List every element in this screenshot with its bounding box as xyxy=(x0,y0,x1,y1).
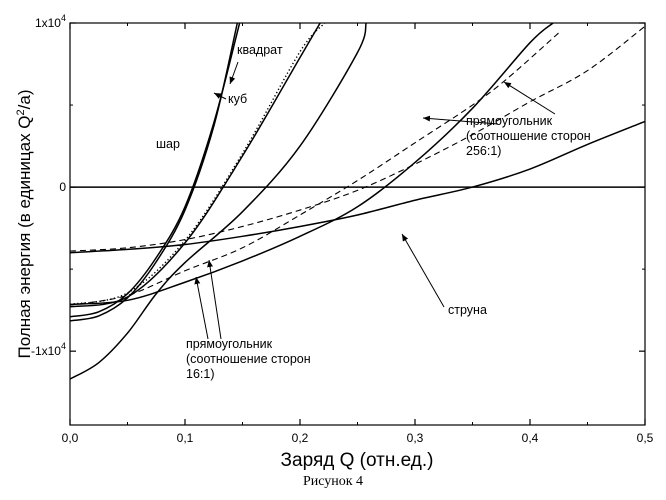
annotation-rect16-line-2: 16:1) xyxy=(186,367,215,381)
y-tick-label-1: 0 xyxy=(59,180,66,194)
annotation-rect256-arrow-1 xyxy=(504,82,555,114)
x-tick-label-3: 0,3 xyxy=(407,431,424,445)
series-line-2 xyxy=(70,23,320,307)
x-axis-title: Заряд Q (отн.ед.) xyxy=(281,450,434,471)
annotation-rect16-arrow-0 xyxy=(196,277,208,339)
y-tick-label-0: 1x104 xyxy=(35,13,66,30)
annotation-rect256-line-1: (соотношение сторон xyxy=(466,129,591,143)
figure-caption: Рисунок 4 xyxy=(0,474,666,490)
series-line-5 xyxy=(70,33,559,305)
y-tick-label-2: -1x104 xyxy=(31,341,66,358)
annotation-rect256-line-0: прямоугольник xyxy=(466,114,553,128)
annotation-kvadrat-arrow-0 xyxy=(230,62,238,84)
ticks-layer: 0,0 0,1 0,2 0,3 0,4 0,5 1x104 0 -1x104 xyxy=(31,13,654,445)
x-tick-label-2: 0,2 xyxy=(292,431,309,445)
series-layer xyxy=(70,23,645,379)
annotation-rect16-line-0: прямоугольник xyxy=(186,337,273,351)
series-line-4 xyxy=(70,23,366,379)
annotation-struna-line-0: струна xyxy=(448,303,487,317)
x-tick-label-4: 0,4 xyxy=(522,431,539,445)
plot-frame xyxy=(70,23,645,425)
series-line-6 xyxy=(70,23,553,304)
annotation-rect16-line-1: (соотношение сторон xyxy=(186,352,311,366)
annotation-shar-line-0: шар xyxy=(156,137,180,151)
annotation-kub-line-0: куб xyxy=(228,92,247,106)
annotation-kvadrat-line-0: квадрат xyxy=(237,43,283,57)
annotation-struna-arrow-0 xyxy=(402,234,444,307)
annotation-rect256-line-2: 256:1) xyxy=(466,144,501,158)
x-tick-label-5: 0,5 xyxy=(637,431,654,445)
x-tick-label-1: 0,1 xyxy=(177,431,194,445)
x-tick-label-0: 0,0 xyxy=(62,431,79,445)
y-axis-title: Полная энергия (в единицах Q2/a) xyxy=(15,90,34,359)
